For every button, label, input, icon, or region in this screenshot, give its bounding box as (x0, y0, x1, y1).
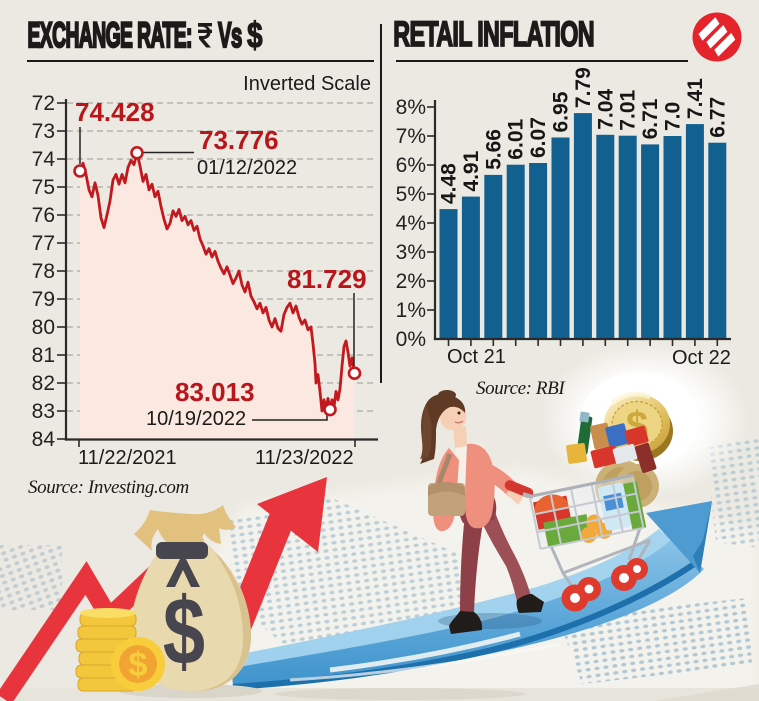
svg-text:81: 81 (32, 344, 55, 367)
svg-text:77: 77 (32, 232, 55, 255)
svg-text:72: 72 (32, 92, 55, 115)
svg-text:6.95: 6.95 (550, 91, 573, 132)
svg-text:83.013: 83.013 (175, 377, 255, 407)
svg-text:7%: 7% (396, 125, 426, 148)
svg-text:2%: 2% (396, 270, 426, 293)
svg-text:1%: 1% (396, 299, 426, 322)
svg-text:6.71: 6.71 (639, 98, 662, 139)
svg-text:EXCHANGE RATE:: EXCHANGE RATE: (28, 15, 192, 55)
svg-text:7.79: 7.79 (572, 67, 595, 108)
svg-text:Oct 22: Oct 22 (672, 347, 731, 369)
svg-text:74: 74 (32, 148, 56, 171)
svg-text:79: 79 (32, 288, 55, 311)
svg-text:10/19/2022: 10/19/2022 (146, 408, 246, 430)
svg-text:4.48: 4.48 (438, 163, 461, 204)
svg-text:RETAIL INFLATION: RETAIL INFLATION (393, 15, 594, 54)
svg-text:Source: Investing.com: Source: Investing.com (28, 477, 189, 498)
svg-text:5%: 5% (396, 183, 426, 206)
svg-text:83: 83 (32, 400, 55, 423)
svg-text:7.41: 7.41 (684, 78, 707, 119)
svg-text:Source: RBI: Source: RBI (476, 378, 566, 399)
svg-text:5.66: 5.66 (482, 129, 505, 170)
svg-text:73.776: 73.776 (199, 125, 279, 155)
svg-text:0%: 0% (396, 328, 426, 351)
svg-text:8%: 8% (396, 96, 426, 119)
svg-text:6.01: 6.01 (505, 119, 528, 160)
svg-text:7.04: 7.04 (594, 89, 617, 130)
svg-text:84: 84 (32, 428, 56, 451)
svg-text:01/12/2022: 01/12/2022 (197, 157, 297, 179)
svg-text:Oct 21: Oct 21 (447, 346, 506, 368)
svg-text:76: 76 (32, 204, 55, 227)
svg-text:78: 78 (32, 260, 55, 283)
svg-text:11/22/2021: 11/22/2021 (78, 447, 177, 469)
svg-text:7.0: 7.0 (662, 102, 685, 131)
svg-text:11/23/2022: 11/23/2022 (255, 447, 354, 469)
svg-text:$: $ (163, 579, 205, 686)
svg-text:3%: 3% (396, 241, 426, 264)
svg-text:73: 73 (32, 120, 55, 143)
svg-text:82: 82 (32, 372, 55, 395)
svg-text:$: $ (247, 15, 263, 55)
svg-text:6.77: 6.77 (706, 97, 729, 138)
svg-text:Vs: Vs (218, 16, 242, 55)
svg-text:4%: 4% (396, 212, 426, 235)
svg-text:75: 75 (32, 176, 55, 199)
svg-text:Inverted Scale: Inverted Scale (243, 73, 371, 95)
svg-text:81.729: 81.729 (287, 264, 367, 294)
svg-text:7.01: 7.01 (617, 90, 640, 131)
svg-text:6%: 6% (396, 154, 426, 177)
svg-text:6.07: 6.07 (527, 117, 550, 158)
svg-text:4.91: 4.91 (460, 150, 483, 191)
svg-text:$: $ (129, 646, 148, 684)
svg-text:74.428: 74.428 (75, 97, 155, 127)
svg-text:80: 80 (32, 316, 55, 339)
